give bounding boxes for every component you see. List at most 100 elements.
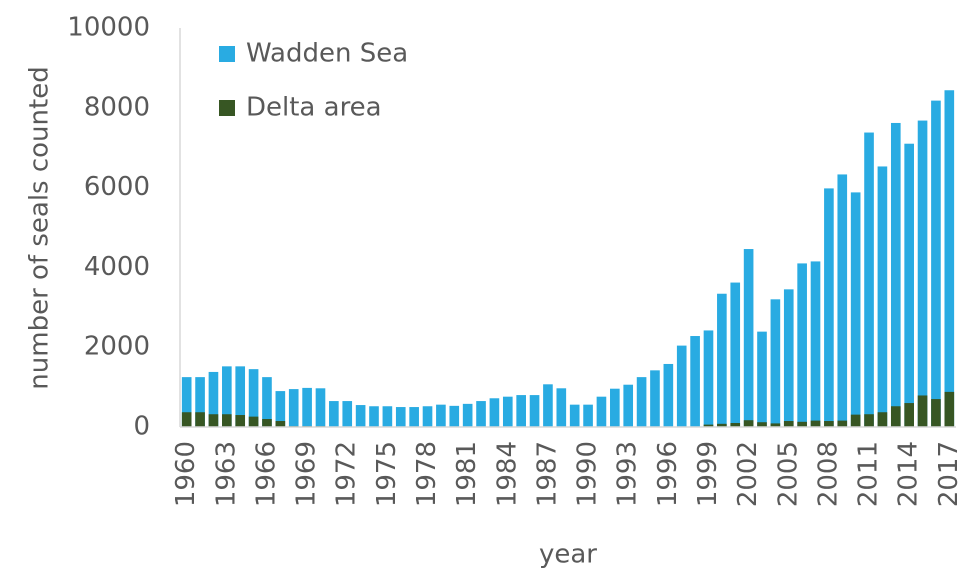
x-tick-label: 1990 bbox=[573, 441, 603, 507]
legend-label: Wadden Sea bbox=[246, 39, 408, 69]
bar bbox=[918, 395, 928, 427]
y-tick-label: 10000 bbox=[67, 13, 150, 43]
bar bbox=[931, 101, 941, 427]
bar bbox=[864, 133, 874, 427]
bar bbox=[222, 414, 232, 427]
bar bbox=[316, 388, 326, 427]
bar bbox=[423, 406, 433, 427]
x-tick-label: 1963 bbox=[211, 441, 241, 507]
bar bbox=[623, 385, 633, 427]
bar bbox=[891, 123, 901, 427]
bar bbox=[797, 422, 807, 427]
bar bbox=[837, 421, 847, 427]
bar bbox=[784, 289, 794, 427]
bar bbox=[329, 401, 339, 427]
bar bbox=[757, 332, 767, 427]
bar bbox=[784, 421, 794, 427]
x-tick-label: 2005 bbox=[773, 441, 803, 507]
bar bbox=[369, 406, 379, 427]
x-tick-label: 1993 bbox=[613, 441, 643, 507]
bar bbox=[583, 405, 593, 427]
bar bbox=[262, 419, 272, 427]
bar bbox=[704, 330, 714, 427]
y-tick-label: 6000 bbox=[84, 172, 150, 202]
x-tick-label: 1969 bbox=[292, 441, 322, 507]
bar bbox=[409, 407, 419, 427]
bar bbox=[276, 421, 286, 427]
legend-swatch bbox=[219, 100, 235, 116]
bar bbox=[878, 166, 888, 427]
bar bbox=[717, 294, 727, 427]
x-tick-label: 2002 bbox=[733, 441, 763, 507]
bar bbox=[235, 415, 245, 427]
bar bbox=[851, 415, 861, 427]
x-axis-label: year bbox=[539, 540, 597, 570]
bar bbox=[209, 414, 219, 427]
bar bbox=[744, 420, 754, 427]
bar bbox=[556, 388, 566, 427]
bar bbox=[543, 384, 553, 427]
bar bbox=[878, 412, 888, 427]
x-tick-label: 1981 bbox=[452, 441, 482, 507]
bar bbox=[182, 412, 192, 427]
bar bbox=[864, 414, 874, 427]
bar bbox=[289, 389, 299, 427]
y-tick-label: 2000 bbox=[84, 332, 150, 362]
bar bbox=[516, 395, 526, 427]
bar bbox=[490, 398, 500, 427]
x-tick-label: 1987 bbox=[532, 441, 562, 507]
bar bbox=[637, 377, 647, 427]
x-tick-label: 2014 bbox=[894, 441, 924, 507]
bar bbox=[650, 370, 660, 427]
bar bbox=[570, 405, 580, 427]
x-tick-label: 1966 bbox=[251, 441, 281, 507]
bar bbox=[944, 392, 954, 427]
x-tick-label: 1978 bbox=[412, 441, 442, 507]
x-tick-label: 1999 bbox=[693, 441, 723, 507]
bar bbox=[463, 404, 473, 427]
x-tick-label: 2011 bbox=[854, 441, 884, 507]
y-tick-label: 0 bbox=[133, 412, 150, 442]
bar bbox=[302, 388, 312, 427]
y-axis-label: number of seals counted bbox=[25, 66, 55, 389]
bar bbox=[744, 249, 754, 427]
bar bbox=[904, 403, 914, 427]
bar bbox=[851, 192, 861, 427]
bar bbox=[771, 299, 781, 427]
bar bbox=[918, 121, 928, 427]
bar bbox=[597, 397, 607, 427]
bar bbox=[904, 144, 914, 427]
x-tick-label: 2008 bbox=[813, 441, 843, 507]
bar bbox=[677, 346, 687, 427]
x-tick-label: 1984 bbox=[492, 441, 522, 507]
x-tick-label: 1972 bbox=[332, 441, 362, 507]
bar bbox=[530, 395, 540, 427]
x-tick-label: 1960 bbox=[171, 441, 201, 507]
bar bbox=[503, 397, 513, 427]
bar bbox=[356, 405, 366, 427]
bar bbox=[824, 421, 834, 427]
bar bbox=[811, 421, 821, 427]
bar bbox=[664, 364, 674, 427]
bar bbox=[730, 283, 740, 427]
x-tick-label: 2017 bbox=[934, 441, 964, 507]
bar bbox=[436, 405, 446, 427]
bar bbox=[610, 389, 620, 427]
x-tick-label: 1996 bbox=[653, 441, 683, 507]
bar bbox=[342, 401, 352, 427]
bar bbox=[383, 406, 393, 427]
bar bbox=[811, 261, 821, 427]
bar bbox=[449, 406, 459, 427]
bar bbox=[195, 412, 205, 427]
y-tick-label: 8000 bbox=[84, 92, 150, 122]
bar bbox=[824, 188, 834, 427]
bar bbox=[944, 90, 954, 427]
y-tick-label: 4000 bbox=[84, 252, 150, 282]
bar bbox=[837, 174, 847, 427]
bar bbox=[396, 407, 406, 427]
bar bbox=[249, 417, 259, 427]
bar bbox=[476, 401, 486, 427]
bar bbox=[797, 263, 807, 427]
legend-swatch bbox=[219, 46, 235, 62]
